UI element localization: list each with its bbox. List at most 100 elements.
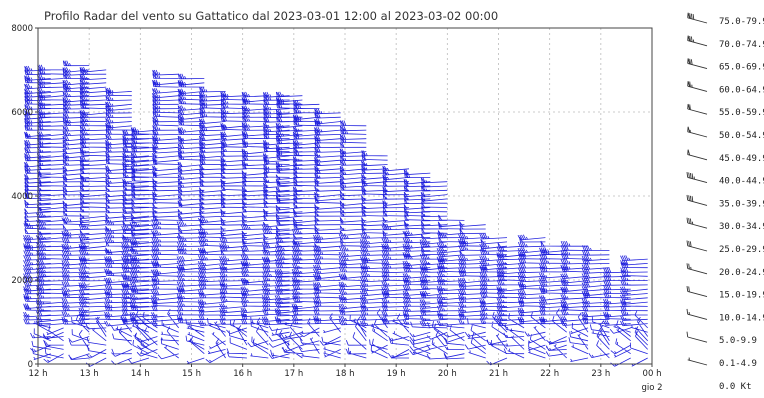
legend-barb bbox=[687, 357, 708, 366]
barb-profile bbox=[419, 177, 448, 360]
legend-label: 15.0-19.9 bbox=[719, 291, 764, 301]
legend-item: 50.0-54.9 bbox=[687, 126, 764, 141]
y-tick-label: 6000 bbox=[11, 108, 33, 118]
barb-profile bbox=[479, 233, 508, 366]
legend-label: 10.0-14.9 bbox=[719, 313, 764, 323]
legend-item: 25.0-29.9 bbox=[686, 240, 764, 255]
barb-profile bbox=[176, 73, 205, 364]
legend-barb bbox=[687, 126, 708, 138]
legend-label: 65.0-69.9 bbox=[719, 63, 764, 73]
legend-barb bbox=[687, 35, 708, 47]
legend-label: 75.0-79.9 bbox=[719, 17, 764, 27]
wind-barb bbox=[620, 255, 649, 367]
barb-profile bbox=[35, 64, 64, 363]
wind-barb bbox=[581, 245, 610, 359]
legend-label: 55.0-59.9 bbox=[719, 108, 764, 118]
x-tick-label: 00 h bbox=[643, 369, 662, 379]
legend-label: 70.0-74.9 bbox=[719, 40, 764, 50]
legend-barb bbox=[686, 217, 708, 229]
wind-barb bbox=[197, 86, 226, 364]
wind-barb bbox=[457, 221, 486, 359]
x-tick-label: 13 h bbox=[80, 369, 99, 379]
y-axis-ticks: 0 2000 4000 6000 8000 bbox=[11, 24, 38, 370]
legend-label: 0.1-4.9 bbox=[719, 359, 757, 369]
x-tick-label: 21 h bbox=[489, 369, 508, 379]
wind-barb bbox=[560, 240, 589, 362]
barb-profile bbox=[313, 108, 342, 359]
barb-profile bbox=[104, 87, 133, 365]
barb-profile bbox=[436, 214, 465, 360]
legend-barb bbox=[686, 194, 708, 206]
wind-barb bbox=[219, 91, 248, 359]
barb-profile bbox=[197, 86, 226, 364]
wind-barb bbox=[517, 234, 546, 359]
wind-barb bbox=[436, 214, 465, 360]
barb-profile bbox=[517, 234, 546, 359]
barb-profile bbox=[620, 255, 649, 367]
legend-item: 45.0-49.9 bbox=[687, 149, 764, 164]
x-tick-label: 20 h bbox=[438, 369, 457, 379]
x-tick-label: 12 h bbox=[29, 369, 48, 379]
legend-item: 20.0-24.9 bbox=[686, 263, 764, 278]
y-tick-label: 2000 bbox=[11, 276, 33, 286]
legend-item: 35.0-39.9 bbox=[686, 194, 764, 209]
legend-label: 35.0-39.9 bbox=[719, 199, 764, 209]
legend-item: 15.0-19.9 bbox=[686, 286, 764, 301]
legend-item: 10.0-14.9 bbox=[686, 308, 764, 323]
x-tick-label: 19 h bbox=[387, 369, 406, 379]
wind-barb bbox=[104, 87, 133, 365]
barb-profile bbox=[78, 66, 107, 367]
y-tick-label: 8000 bbox=[11, 24, 33, 34]
barb-profile bbox=[291, 99, 320, 359]
x-tick-label: 18 h bbox=[336, 369, 355, 379]
legend-label: 40.0-44.9 bbox=[719, 177, 764, 187]
legend-item: 5.0-9.9 bbox=[686, 331, 757, 346]
legend-label: 50.0-54.9 bbox=[719, 131, 764, 141]
wind-barb bbox=[359, 150, 388, 359]
wind-barb bbox=[479, 233, 508, 366]
legend-barb bbox=[686, 263, 708, 275]
wind-barbs bbox=[23, 60, 649, 367]
legend-barb bbox=[686, 331, 708, 343]
legend-item: 60.0-64.9 bbox=[687, 81, 764, 95]
wind-barb bbox=[176, 73, 205, 364]
barb-profile bbox=[381, 165, 410, 359]
legend-item: 0.1-4.9 bbox=[687, 357, 757, 369]
x-tick-label: 15 h bbox=[182, 369, 201, 379]
legend-barb bbox=[687, 81, 708, 92]
y-tick-label: 4000 bbox=[11, 192, 33, 202]
chart-title: Profilo Radar del vento su Gattatico dal… bbox=[44, 9, 498, 23]
x-tick-label: 23 h bbox=[591, 369, 610, 379]
legend-label: 20.0-24.9 bbox=[719, 268, 764, 278]
x-tick-label: 16 h bbox=[233, 369, 252, 379]
wind-barb bbox=[419, 177, 448, 360]
legend-barb bbox=[686, 286, 708, 298]
barb-profile bbox=[539, 240, 568, 359]
barb-profile bbox=[240, 91, 269, 359]
barb-profile bbox=[150, 69, 180, 360]
barb-profile bbox=[274, 91, 303, 359]
legend-barb bbox=[686, 240, 708, 252]
legend-barb bbox=[687, 12, 708, 24]
wind-barb bbox=[274, 91, 303, 359]
wind-barb bbox=[240, 91, 269, 359]
wind-barb bbox=[129, 127, 158, 359]
barb-profile bbox=[338, 120, 367, 359]
x-sublabel: gio 2 bbox=[641, 383, 662, 393]
wind-barb bbox=[313, 108, 342, 359]
barb-profile bbox=[61, 60, 90, 360]
barb-profile bbox=[603, 267, 631, 367]
wind-barb bbox=[291, 99, 320, 359]
legend-label: 30.0-34.9 bbox=[719, 222, 764, 232]
legend-label: 45.0-49.9 bbox=[719, 154, 764, 164]
barb-profile bbox=[581, 245, 610, 359]
legend-item: 70.0-74.9 bbox=[687, 35, 764, 50]
barb-profile bbox=[219, 91, 248, 359]
x-tick-label: 22 h bbox=[540, 369, 559, 379]
wind-barb bbox=[496, 242, 525, 359]
barb-profile bbox=[457, 221, 486, 359]
barb-profile bbox=[129, 127, 158, 359]
legend-barb bbox=[687, 58, 708, 70]
legend-item: 0.0 Kt bbox=[719, 382, 752, 392]
